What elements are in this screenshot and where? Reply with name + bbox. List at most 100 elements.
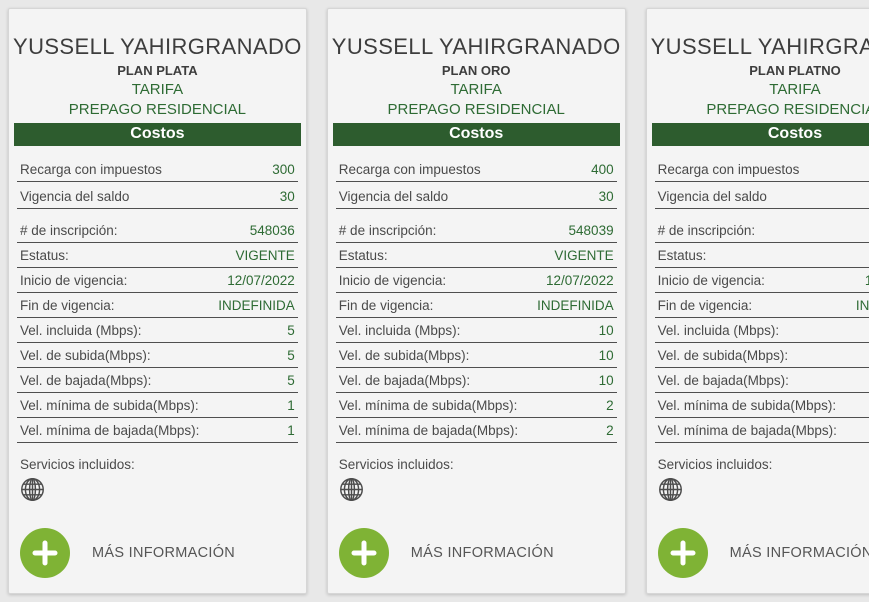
row-label: Fin de vigencia: [20,298,115,314]
plan-name: PLAN ORO [441,63,511,79]
tariff-type-label: TARIFA [131,81,184,99]
plus-icon [351,540,377,566]
table-row: Inicio de vigencia: 12/07/2022 [335,268,617,294]
cost-rows: Recarga con impuestos 500 Vigencia del s… [654,155,869,210]
row-value: INDEFINIDA [537,298,614,314]
table-row: Estatus: VIGENTE [654,243,869,269]
detail-rows: # de inscripción: 548039 Estatus: VIGENT… [335,218,617,444]
plan-card: YUSSELL YAHIRGRANADO PLAN ORO TARIFA PRE… [326,8,626,594]
row-value: 300 [272,162,295,178]
table-row: Fin de vigencia: INDEFINIDA [654,293,869,319]
table-row: # de inscripción: 548036 [17,218,298,244]
table-row: Vel. de bajada(Mbps): 15 [654,368,869,394]
customer-name: YUSSELL YAHIRGRANADO [650,34,869,59]
row-label: Vel. mínima de bajada(Mbps): [20,423,200,439]
row-label: Vel. mínima de subida(Mbps): [657,398,837,414]
table-row: Vel. incluida (Mbps): 5 [17,318,298,344]
row-label: Vigencia del saldo [657,189,767,205]
row-label: Vel. de subida(Mbps): [657,348,789,364]
row-value: VIGENTE [235,248,295,264]
table-row: Vel. incluida (Mbps): 15 [654,318,869,344]
table-row: Vel. de subida(Mbps): 5 [17,343,298,369]
table-row: Vel. mínima de subida(Mbps): 1 [17,393,298,419]
row-label: Vel. de bajada(Mbps): [338,373,471,389]
table-row: Estatus: VIGENTE [335,243,617,269]
table-row: Vel. mínima de bajada(Mbps): 2 [335,418,617,444]
included-services-icons [658,477,869,502]
included-services-label: Servicios incluidos: [20,457,135,473]
more-info-label[interactable]: MÁS INFORMACIÓN [729,545,869,561]
more-info-plus-button[interactable] [20,528,70,578]
row-value: 2 [606,423,614,439]
row-value: 30 [598,189,614,205]
row-value: 10 [598,348,614,364]
more-info-plus-button[interactable] [338,528,389,578]
cost-rows: Recarga con impuestos 400 Vigencia del s… [335,155,617,210]
tariff-name-label: PREPAGO RESIDENCIAL [68,101,247,119]
plus-icon [670,540,696,566]
table-row: Estatus: VIGENTE [17,243,298,269]
more-info: MÁS INFORMACIÓN [651,528,869,583]
row-label: Fin de vigencia: [657,298,753,314]
table-row: Inicio de vigencia: 12/07/2022 [17,268,298,294]
globe-icon [21,478,44,502]
row-label: Estatus: [20,248,69,264]
plus-icon [32,540,58,566]
row-label: Recarga con impuestos [338,162,481,178]
row-label: Vel. incluida (Mbps): [657,323,780,339]
included-services-icons [20,477,295,502]
table-row: Vel. de subida(Mbps): 10 [335,343,617,369]
row-value: 12/07/2022 [546,273,614,289]
row-label: Fin de vigencia: [338,298,434,314]
table-row: Vigencia del saldo 30 [17,182,298,210]
row-label: Vel. incluida (Mbps): [338,323,461,339]
table-row: Vel. de bajada(Mbps): 10 [335,368,617,394]
row-value: 400 [591,162,614,178]
row-label: Vel. mínima de bajada(Mbps): [657,423,837,439]
customer-name: YUSSELL YAHIRGRANADO [13,34,302,59]
table-row: Vel. de subida(Mbps): 15 [654,343,869,369]
more-info-plus-button[interactable] [657,528,708,578]
detail-rows: # de inscripción: 548036 Estatus: VIGENT… [17,218,298,444]
table-row: Recarga con impuestos 400 [335,155,617,183]
table-row: Fin de vigencia: INDEFINIDA [17,293,298,319]
row-value: 30 [279,189,295,205]
row-label: Vel. de subida(Mbps): [338,348,470,364]
more-info-label[interactable]: MÁS INFORMACIÓN [410,545,554,561]
table-row: Vel. mínima de bajada(Mbps): 1 [17,418,298,444]
row-value: 548036 [249,223,295,239]
row-label: # de inscripción: [20,223,118,239]
row-label: Recarga con impuestos [657,162,800,178]
plan-name: PLAN PLATNO [749,63,841,79]
row-value: INDEFINIDA [218,298,295,314]
row-value: INDEFINIDA [855,298,869,314]
row-label: Vel. de bajada(Mbps): [20,373,152,389]
globe-icon [658,478,682,502]
row-value: VIGENTE [554,248,614,264]
plan-card: YUSSELL YAHIRGRANADO PLAN PLATNO TARIFA … [645,8,869,594]
table-row: # de inscripción: 548042 [654,218,869,244]
table-row: Vel. mínima de subida(Mbps): 3 [654,393,869,419]
table-row: Vel. de bajada(Mbps): 5 [17,368,298,394]
row-value: 2 [606,398,614,414]
row-label: # de inscripción: [338,223,437,239]
tariff-type-label: TARIFA [769,81,821,99]
row-value: 12/07/2022 [227,273,295,289]
row-value: 10 [598,373,614,389]
plan-card: YUSSELL YAHIRGRANADO PLAN PLATA TARIFA P… [8,8,307,594]
detail-rows: # de inscripción: 548042 Estatus: VIGENT… [654,218,869,444]
table-row: Vel. mínima de subida(Mbps): 2 [335,393,617,419]
globe-icon [339,478,363,502]
row-label: Vel. incluida (Mbps): [20,323,142,339]
tariff-name-label: PREPAGO RESIDENCIAL [706,101,869,119]
row-label: Inicio de vigencia: [657,273,765,289]
costs-section-header: Costos [332,123,620,147]
row-label: Vigencia del saldo [338,189,449,205]
row-label: Vigencia del saldo [20,189,130,205]
table-row: Vel. mínima de bajada(Mbps): 3 [654,418,869,444]
more-info-label[interactable]: MÁS INFORMACIÓN [92,545,236,561]
tariff-name-label: PREPAGO RESIDENCIAL [387,101,565,119]
included-services-label: Servicios incluidos: [657,457,773,473]
row-label: Inicio de vigencia: [20,273,128,289]
